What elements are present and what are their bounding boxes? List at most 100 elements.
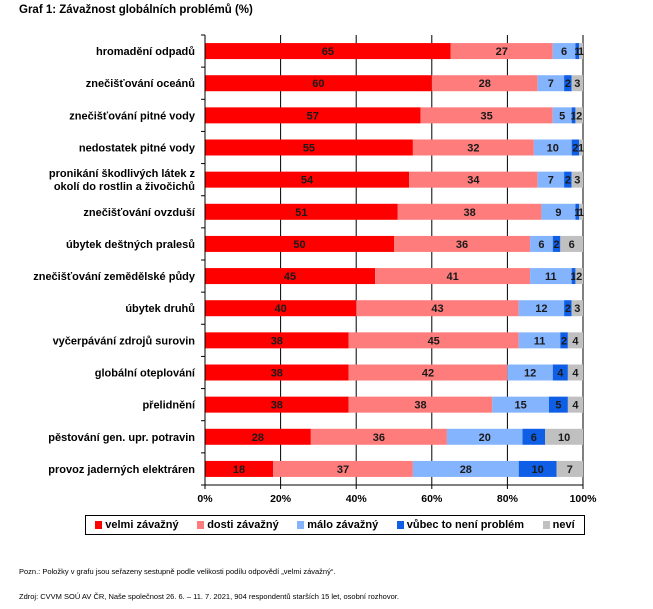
- bar-segment: [412, 139, 534, 156]
- data-label: 6: [538, 239, 544, 251]
- data-label: 1: [578, 207, 584, 219]
- data-label: 32: [467, 143, 479, 155]
- bar-segment: [579, 139, 583, 156]
- bar-segment: [431, 75, 538, 92]
- data-label: 1: [574, 207, 580, 219]
- bar-segment: [273, 460, 413, 477]
- data-label: 6: [569, 239, 575, 251]
- bar-segment: [537, 171, 565, 188]
- data-label: 10: [532, 464, 544, 476]
- bar-segment: [575, 203, 580, 220]
- data-label: 37: [337, 464, 349, 476]
- bar-segment: [450, 43, 553, 60]
- category-label: znečišťování ovzduší: [83, 207, 196, 219]
- bar-segment: [556, 460, 583, 477]
- bar-segment: [492, 396, 549, 413]
- bar-segment: [571, 107, 576, 124]
- data-label: 15: [515, 400, 527, 412]
- legend-swatch: [197, 521, 205, 529]
- data-label: 12: [535, 303, 547, 315]
- data-label: 20: [479, 432, 491, 444]
- category-label: vyčerpávání zdrojů surovin: [53, 335, 196, 347]
- data-label: 2: [565, 175, 571, 187]
- data-label: 54: [301, 175, 314, 187]
- x-tick-label: 40%: [346, 493, 368, 505]
- bar-segment: [356, 300, 519, 317]
- data-label: 6: [531, 432, 537, 444]
- data-label: 2: [561, 335, 567, 347]
- bar-segment: [567, 396, 583, 413]
- x-tick-label: 0%: [197, 493, 213, 505]
- data-label: 4: [572, 335, 579, 347]
- category-label: úbytek druhů: [125, 303, 195, 315]
- data-label: 2: [565, 303, 571, 315]
- bar-segment: [567, 364, 583, 381]
- bar-segment: [205, 235, 394, 252]
- legend-item: dosti závažný: [197, 519, 279, 531]
- bar-segment: [564, 171, 572, 188]
- chart-title: Graf 1: Závažnost globálních problémů (%…: [19, 4, 253, 16]
- bar-segment: [552, 364, 568, 381]
- data-label: 4: [572, 368, 579, 380]
- data-label: 50: [293, 239, 305, 251]
- data-label: 42: [422, 368, 434, 380]
- data-label: 35: [480, 110, 492, 122]
- bar-segment: [205, 428, 311, 445]
- data-label: 12: [524, 368, 536, 380]
- x-tick-label: 20%: [270, 493, 292, 505]
- bar-segment: [205, 364, 349, 381]
- bar-segment: [409, 171, 538, 188]
- category-label: znečišťování pitné vody: [69, 110, 196, 122]
- bar-segment: [310, 428, 447, 445]
- data-label: 38: [271, 335, 283, 347]
- category-label: hromadění odpadů: [96, 46, 195, 58]
- legend-label: velmi závažný: [105, 519, 179, 531]
- bar-segment: [205, 75, 432, 92]
- data-label: 11: [534, 335, 546, 347]
- bar-segment: [397, 203, 542, 220]
- legend-label: vůbec to není problém: [406, 519, 525, 531]
- data-label: 38: [271, 400, 283, 412]
- data-label: 7: [567, 464, 573, 476]
- bar-segment: [205, 332, 349, 349]
- legend-swatch: [396, 521, 404, 529]
- data-label: 5: [559, 110, 565, 122]
- data-label: 38: [414, 400, 426, 412]
- bar-segment: [533, 139, 572, 156]
- bar-segment: [518, 300, 565, 317]
- data-label: 36: [456, 239, 468, 251]
- category-label: úbytek deštných pralesů: [66, 239, 195, 251]
- data-label: 55: [303, 143, 315, 155]
- legend-item: neví: [542, 519, 575, 531]
- bar-segment: [348, 396, 493, 413]
- data-label: 2: [576, 271, 582, 283]
- data-label: 2: [553, 239, 559, 251]
- bar-segment: [537, 75, 565, 92]
- data-label: 28: [252, 432, 264, 444]
- data-label: 11: [545, 271, 557, 283]
- bar-segment: [446, 428, 523, 445]
- data-label: 38: [463, 207, 475, 219]
- data-label: 1: [578, 46, 584, 58]
- x-tick-label: 60%: [421, 493, 443, 505]
- category-label: nedostatek pitné vody: [79, 143, 196, 155]
- legend-label: neví: [552, 519, 575, 531]
- legend-label: dosti závažný: [207, 519, 279, 531]
- bar-segment: [564, 75, 572, 92]
- data-label: 38: [271, 368, 283, 380]
- data-label: 57: [307, 110, 319, 122]
- bar-segment: [552, 43, 576, 60]
- data-label: 2: [576, 110, 582, 122]
- category-label: přelidnění: [142, 400, 196, 412]
- bar-segment: [205, 107, 421, 124]
- legend-item: velmi závažný: [95, 519, 179, 531]
- bar-segment: [412, 460, 519, 477]
- category-label: globální oteplování: [95, 368, 196, 380]
- bar-segment: [375, 268, 531, 285]
- data-label: 1: [578, 143, 584, 155]
- bar-segment: [560, 332, 568, 349]
- data-label: 3: [574, 175, 580, 187]
- bar-segment: [530, 235, 553, 252]
- bar-segment: [518, 332, 561, 349]
